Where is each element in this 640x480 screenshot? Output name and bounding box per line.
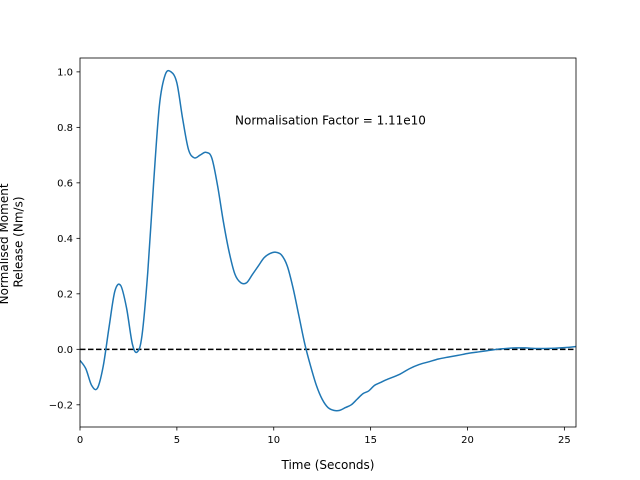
y-axis-label: Normalised Moment Release (Nm/s) <box>0 180 25 305</box>
y-tick-label: 0.2 <box>57 289 73 300</box>
x-tick-label: 25 <box>558 435 571 446</box>
plot-area <box>79 57 577 428</box>
y-axis-label-line-2: Release (Nm/s) <box>11 196 25 287</box>
y-tick-label: 1.0 <box>57 67 73 78</box>
y-tick-label: 0.4 <box>57 234 73 245</box>
series-line-0 <box>80 69 576 412</box>
x-tick-label: 20 <box>461 435 474 446</box>
normalisation-annotation: Normalisation Factor = 1.11e10 <box>235 114 426 128</box>
y-axis-label-line-1: Normalised Moment <box>0 183 11 304</box>
y-tick-label: 0.0 <box>57 345 73 356</box>
x-axis-ticks: 0 5 10 15 20 25 <box>77 427 571 446</box>
data-layer <box>80 69 576 412</box>
x-tick-label: 5 <box>174 435 180 446</box>
plot-frame <box>79 57 577 428</box>
x-tick-label: 15 <box>364 435 377 446</box>
y-axis-ticks: −0.2 0.0 0.2 0.4 0.6 0.8 1.0 <box>49 67 80 411</box>
y-tick-label: −0.2 <box>49 400 73 411</box>
y-tick-label: 0.6 <box>57 178 73 189</box>
x-tick-label: 10 <box>267 435 280 446</box>
x-axis-label: Time (Seconds) <box>281 458 375 472</box>
y-tick-label: 0.8 <box>57 123 73 134</box>
x-tick-label: 0 <box>77 435 83 446</box>
